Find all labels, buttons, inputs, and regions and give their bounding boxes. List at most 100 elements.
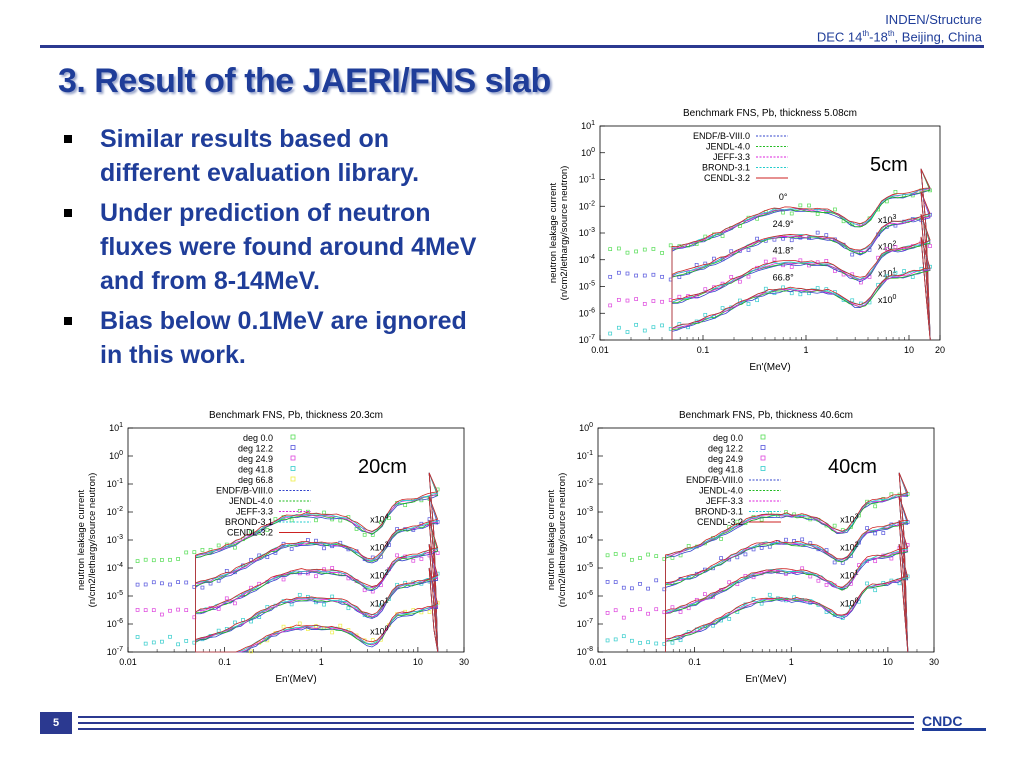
exp-point xyxy=(613,552,618,556)
exp-point xyxy=(646,611,650,616)
curve-jendl xyxy=(195,567,439,653)
exp-point xyxy=(678,610,683,614)
date-mid: -18 xyxy=(869,29,888,45)
exp-point xyxy=(850,298,855,303)
curve-brond xyxy=(195,472,439,653)
bullet-text: Similar results based on different evalu… xyxy=(100,125,420,187)
exp-point xyxy=(738,279,742,284)
exp-point xyxy=(362,532,367,537)
legend-label: JENDL-4.0 xyxy=(699,486,743,496)
exp-point xyxy=(289,547,294,551)
legend-marker xyxy=(290,445,296,450)
legend-marker xyxy=(290,455,296,461)
exp-point xyxy=(625,330,630,334)
y-axis-label-line1: neutron leakage current xyxy=(548,182,559,283)
exp-point xyxy=(798,292,803,297)
exp-point xyxy=(660,299,664,304)
curve-cendl xyxy=(195,472,439,653)
exp-point xyxy=(634,297,638,301)
exp-point xyxy=(634,273,638,278)
slide-title: 3. Result of the JAERI/FNS slab xyxy=(58,62,551,100)
exp-point xyxy=(176,580,180,584)
y-tick-label: 10-6 xyxy=(579,307,595,318)
curve-jeff xyxy=(665,520,909,653)
scale-label: x103 xyxy=(370,541,389,552)
exp-point xyxy=(784,510,788,515)
exp-point xyxy=(176,642,180,647)
exp-point xyxy=(746,302,751,306)
exp-point xyxy=(815,230,820,235)
exp-point xyxy=(781,236,785,241)
exp-point xyxy=(646,552,650,557)
bullet-square-icon xyxy=(64,135,72,143)
legend-label: deg 0.0 xyxy=(713,433,743,443)
y-axis-label-line2: (n/cm2/lethargy/source neutron) xyxy=(87,473,98,608)
angle-label: 24.9° xyxy=(773,219,795,229)
angle-label: 41.8° xyxy=(773,246,795,256)
exp-point xyxy=(800,537,805,542)
legend-label: JENDL-4.0 xyxy=(229,496,273,506)
exp-point xyxy=(297,621,302,626)
bullet-list: Similar results based on different evalu… xyxy=(62,122,492,378)
legend: ENDF/B-VIII.0JENDL-4.0JEFF-3.3BROND-3.1C… xyxy=(693,131,788,183)
exp-point xyxy=(605,611,610,615)
legend-marker xyxy=(760,445,766,450)
exp-point xyxy=(314,574,318,579)
exp-point xyxy=(654,554,659,558)
exp-point xyxy=(789,265,794,269)
curve-cendl xyxy=(195,567,439,653)
exp-point xyxy=(781,210,785,215)
scale-label: x103 xyxy=(878,214,897,225)
exp-point xyxy=(395,553,399,558)
exp-point xyxy=(338,518,343,523)
exp-point xyxy=(160,639,164,644)
exp-point xyxy=(902,193,906,198)
x-tick-label: 30 xyxy=(929,657,939,667)
y-tick-label: 10-5 xyxy=(107,590,123,601)
exp-point xyxy=(625,271,630,276)
exp-point xyxy=(184,580,189,585)
curve-jeff xyxy=(671,168,931,341)
y-tick-label: 10-6 xyxy=(577,590,593,601)
cndc-logo-icon: CNDC xyxy=(922,713,986,731)
curve-jendl xyxy=(671,236,931,341)
exp-point xyxy=(200,548,205,552)
exp-point xyxy=(910,275,915,279)
chart-svg: Benchmark FNS, Pb, thickness 40.6cm 0.01 0… xyxy=(546,410,939,685)
exp-point xyxy=(630,586,634,591)
exp-point xyxy=(160,558,164,562)
exp-point xyxy=(427,610,432,614)
y-tick-label: 10-3 xyxy=(579,227,595,238)
exp-point xyxy=(651,299,656,303)
exp-point xyxy=(160,612,164,617)
bullet-square-icon xyxy=(64,317,72,325)
exp-point xyxy=(135,608,140,612)
y-tick-label: 101 xyxy=(581,120,595,131)
legend-label: ENDF/B-VIII.0 xyxy=(686,475,743,485)
exp-point xyxy=(608,303,613,308)
exp-point xyxy=(789,291,794,296)
angle-label: 66.8° xyxy=(773,272,795,282)
x-tick-label: 0.1 xyxy=(688,657,701,667)
x-tick-label: 10 xyxy=(904,345,914,355)
chart-20cm: Benchmark FNS, Pb, thickness 20.3cm 0.01 0… xyxy=(76,402,476,702)
exp-point xyxy=(873,504,878,509)
exp-point xyxy=(694,263,699,267)
exp-point xyxy=(651,272,656,277)
exp-point xyxy=(789,211,794,216)
x-tick-label: 1 xyxy=(789,657,794,667)
exp-point xyxy=(928,244,932,248)
scale-label: x102 xyxy=(370,569,389,580)
date-sup1: th xyxy=(862,29,870,38)
exp-point xyxy=(654,607,659,612)
curve-jeff xyxy=(671,214,931,341)
exp-point xyxy=(660,323,664,328)
exp-point xyxy=(638,640,642,645)
exp-point xyxy=(233,601,237,606)
x-axis-label: En'(MeV) xyxy=(745,674,786,685)
curve-cendl xyxy=(671,168,931,341)
exp-point xyxy=(338,623,343,628)
exp-point xyxy=(608,331,613,336)
header-org: INDEN/Structure xyxy=(885,12,982,27)
legend-marker xyxy=(760,455,766,461)
